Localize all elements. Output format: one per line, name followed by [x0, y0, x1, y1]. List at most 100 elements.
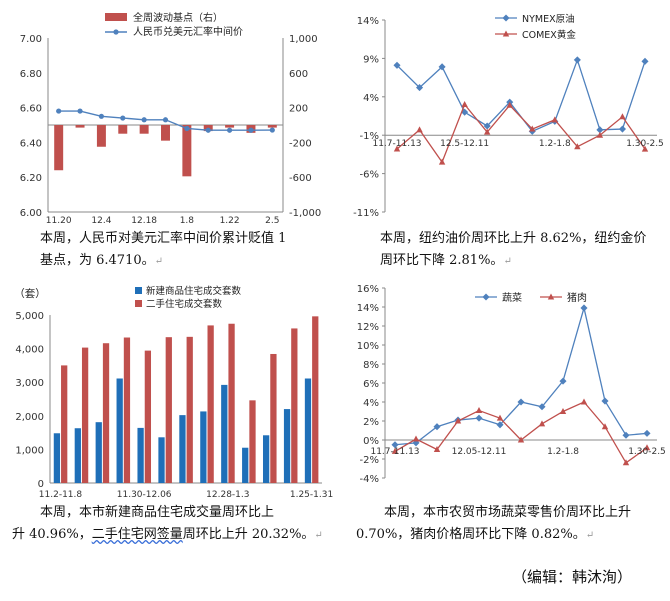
pork-point	[643, 444, 651, 451]
new-home-bar	[242, 447, 249, 483]
new-home-bar	[74, 428, 81, 483]
resale-bar	[144, 350, 152, 483]
pork-point	[622, 459, 630, 466]
para-mark: ↵	[314, 530, 323, 541]
pork-point	[538, 420, 546, 427]
y-tick-label: 16%	[357, 284, 379, 295]
produce-caption-line1: 本周，本市农贸市场蔬菜零售价周环比上升	[384, 505, 632, 520]
y-tick-label: 0	[38, 479, 44, 490]
x-tick-label: 11.7-11.13	[370, 447, 419, 457]
resale-bar	[61, 365, 68, 483]
legend-label-veg: 蔬菜	[502, 292, 522, 304]
gold-point	[438, 158, 446, 165]
new-home-bar	[304, 378, 312, 483]
y-tick-label: 4,000	[15, 345, 44, 356]
y-tick-label: 4%	[363, 93, 379, 104]
legend-label-resale: 二手住宅成交套数	[146, 298, 223, 310]
new-home-bar	[200, 411, 207, 483]
pork-point	[475, 407, 483, 414]
rate-point	[205, 127, 211, 133]
editor-credit: （编辑：韩沐洵）	[512, 568, 633, 586]
pork-point	[517, 436, 525, 443]
y-tick-label: 10%	[357, 341, 379, 352]
x-tick-label: 12.28-1.3	[206, 490, 249, 500]
gold-point	[596, 131, 604, 138]
para-mark: ↵	[585, 530, 595, 541]
new-home-bar	[116, 378, 123, 483]
rate-point	[248, 127, 254, 133]
bar	[139, 125, 149, 134]
oil-point	[483, 122, 491, 130]
legend-marker-oil	[502, 14, 510, 22]
x-tick-label: 1.8	[180, 216, 195, 226]
y-tick-label: 2%	[363, 417, 379, 428]
x-tick-label: 11.2-11.8	[39, 490, 83, 500]
legend-label-bar: 全周波动基点（右）	[133, 11, 223, 24]
y-tick-label-right: -1,000	[289, 208, 321, 219]
bar	[54, 125, 64, 171]
bar	[267, 125, 277, 128]
new-home-bar	[95, 422, 102, 483]
housing-caption-line1: 本周，本市新建商品住宅成交量周环比上	[40, 505, 275, 520]
x-tick-label: 12.4	[91, 216, 111, 226]
new-home-bar	[179, 415, 186, 483]
bar	[118, 125, 128, 134]
x-tick-label: 12.05-12.11	[452, 447, 507, 457]
y-tick-label: 1,000	[15, 445, 44, 456]
pork-point	[496, 414, 504, 421]
new-home-bar	[262, 435, 270, 483]
series-line-0	[394, 307, 648, 446]
housing-chart-svg: 0 1,000 2,000 3,000 4,000 5,000 11.2-11.8 11.30…	[14, 285, 333, 500]
x-tick-label: 11.30-12.06	[117, 490, 172, 500]
gold-point	[461, 100, 468, 107]
y-tick-label: 6%	[363, 379, 379, 390]
x-tick-label: 11.7-11.13	[372, 139, 421, 149]
pork-point	[412, 435, 420, 442]
x-tick-label: 1.2-1.8	[539, 139, 571, 149]
y-tick-label: 3,000	[15, 378, 44, 389]
rate-point	[120, 115, 126, 121]
legend-label-gold: COMEX黄金	[522, 29, 576, 41]
rmb-chart: 6.00 6.20 6.40 6.60 6.80 7.00 -1,000 -600 -200 20…	[0, 0, 335, 226]
resale-bar	[165, 337, 172, 483]
rate-point	[141, 117, 147, 123]
resale-bar	[102, 343, 110, 483]
x-tick-label: 12.5-12.11	[440, 139, 489, 149]
y-tick-label: -2%	[360, 455, 379, 466]
unit-label: （套）	[14, 287, 46, 300]
housing-caption: 本周，本市新建商品住宅成交量周环比上 升 40.96%，二手住宅网签量周环比上升…	[12, 502, 332, 547]
bar	[96, 125, 106, 147]
legend-marker-line	[113, 29, 119, 35]
pork-point	[559, 408, 567, 414]
oil-point	[573, 56, 581, 64]
y-tick-label: 12%	[357, 322, 379, 333]
y-tick-label: -11%	[353, 208, 379, 219]
new-home-bar	[158, 437, 165, 483]
oil-gold-chart-svg: 14% 9% 4% -1% -6% -11% 11.7-11.13 12.5-12.11 1.2…	[353, 13, 664, 219]
legend-marker-veg	[482, 293, 490, 301]
resale-bar	[207, 325, 214, 483]
legend-label-pork: 猪肉	[567, 291, 587, 304]
y-tick-label: 9%	[363, 54, 379, 65]
resale-bar	[249, 400, 256, 483]
vegetable-point	[496, 421, 504, 429]
oil-gold-caption: 本周，纽约油价周环比上升 8.62%，纽约金价 周环比下降 2.81%。↵	[380, 228, 665, 273]
oil-point	[393, 61, 401, 69]
x-tick-label: 1.22	[220, 216, 240, 226]
y-tick-label: 2,000	[15, 412, 44, 423]
resale-bar	[228, 323, 235, 483]
oil-point	[438, 63, 446, 71]
bar	[161, 125, 170, 141]
y-tick-label-left: 6.80	[20, 69, 42, 80]
legend-label-line: 人民币兑美元汇率中间价	[133, 25, 243, 38]
x-tick-label: 1.30-2.5	[628, 447, 666, 457]
housing-caption-line2c: 周环比上升 20.32%。	[182, 527, 315, 542]
pork-point	[391, 447, 399, 454]
new-home-bar	[137, 427, 144, 483]
vegetable-point	[601, 397, 609, 405]
produce-chart: 16% 14% 12% 10% 8% 6% 4% 2% 0% -2% -4% 11.7-11.13 12…	[335, 280, 670, 500]
rate-point	[162, 117, 169, 123]
housing-chart: 0 1,000 2,000 3,000 4,000 5,000 11.2-11.8 11.30…	[0, 280, 335, 500]
x-tick-label: 1.25-1.31	[290, 490, 333, 500]
oil-point	[641, 57, 649, 65]
